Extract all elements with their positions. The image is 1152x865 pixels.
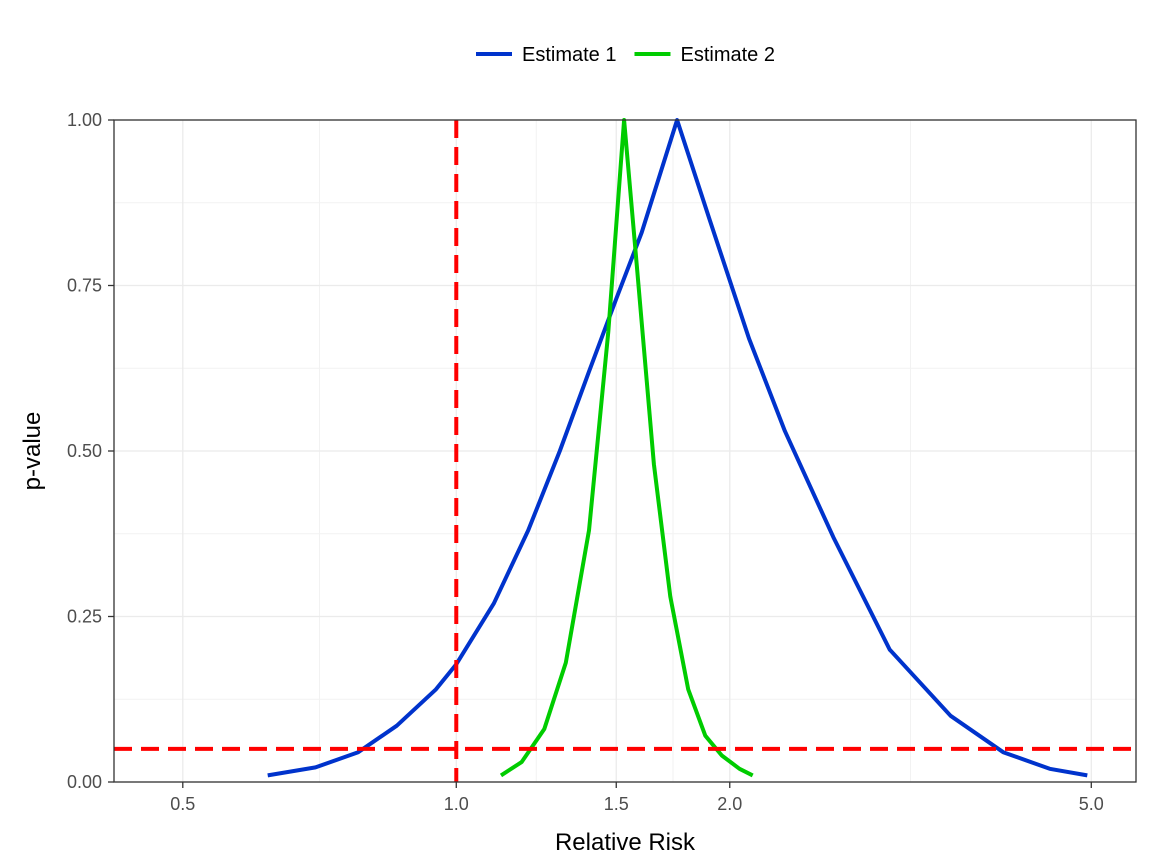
y-axis: 0.00 0.25 0.50 0.75 1.00 <box>67 110 114 792</box>
legend: Estimate 1 Estimate 2 <box>476 44 775 66</box>
y-tick-label: 0.25 <box>67 607 102 627</box>
y-axis-title: p-value <box>19 412 46 491</box>
x-tick-label: 5.0 <box>1079 794 1104 814</box>
y-tick-label: 1.00 <box>67 110 102 130</box>
legend-label-2: Estimate 2 <box>680 44 774 66</box>
y-tick-label: 0.50 <box>67 441 102 461</box>
x-tick-label: 0.5 <box>170 794 195 814</box>
y-tick-label: 0.00 <box>67 772 102 792</box>
x-tick-label: 2.0 <box>717 794 742 814</box>
x-axis: 0.5 1.0 1.5 2.0 5.0 <box>170 782 1104 814</box>
series-line-1 <box>267 118 1088 778</box>
legend-label-1: Estimate 1 <box>522 44 616 66</box>
y-tick-label: 0.75 <box>67 276 102 296</box>
x-tick-label: 1.5 <box>604 794 629 814</box>
x-tick-label: 1.0 <box>444 794 469 814</box>
x-axis-title: Relative Risk <box>555 829 696 856</box>
reference-lines <box>114 120 1136 782</box>
